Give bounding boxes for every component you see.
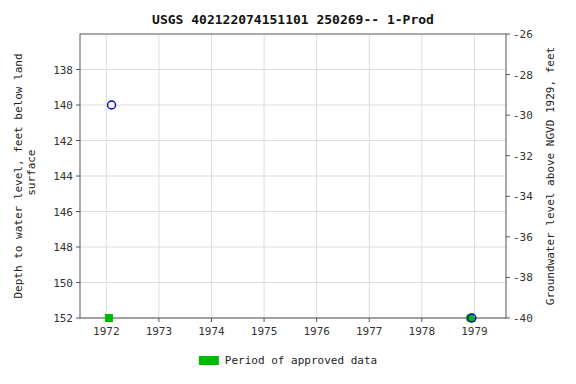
y-tick-label: 150 (53, 277, 73, 290)
y-grid-line (80, 140, 506, 141)
x-tick (264, 318, 265, 322)
x-tick-label: 1978 (409, 325, 436, 338)
points (105, 101, 475, 322)
y2-tick (506, 34, 510, 35)
y-tick (76, 211, 80, 212)
x-tick (369, 318, 370, 322)
y-tick (76, 282, 80, 283)
axes: 1972 1973 1974 1975 1976 1977 1978 1979 138 140 14… (53, 28, 533, 338)
title: USGS 402122074151101 250269-- 1-Prod (152, 12, 434, 27)
y-tick-label: 138 (53, 64, 73, 77)
y-tick-label: 146 (53, 206, 73, 219)
x-tick (316, 318, 317, 322)
x-tick (211, 318, 212, 322)
x-tick-label: 1973 (146, 325, 173, 338)
y-tick-label: 148 (53, 241, 73, 254)
y2-tick-label: -34 (513, 190, 533, 203)
y-tick-label: 142 (53, 135, 73, 148)
y2-tick (506, 318, 510, 319)
chart: 1972 1973 1974 1975 1976 1977 1978 1979 138 140 14… (0, 0, 576, 384)
x-tick (421, 318, 422, 322)
y-tick (76, 69, 80, 70)
y-tick-label: 140 (53, 99, 73, 112)
y2-tick-label: -36 (513, 231, 533, 244)
y2-tick-label: -28 (513, 69, 533, 82)
y2-tick (506, 236, 510, 237)
y-grid-line (80, 105, 506, 106)
x-tick-label: 1976 (303, 325, 330, 338)
y-grid-line (80, 69, 506, 70)
y2-tick-label: -38 (513, 271, 533, 284)
y-tick (76, 176, 80, 177)
y2-tick (506, 74, 510, 75)
y-tick (76, 140, 80, 141)
y2-tick (506, 115, 510, 116)
point (108, 101, 116, 109)
x-tick-label: 1974 (198, 325, 225, 338)
y-tick (76, 318, 80, 319)
y2-tick (506, 277, 510, 278)
y-grid-line (80, 247, 506, 248)
point (105, 315, 112, 322)
plot-frame (80, 34, 506, 318)
y-grid-line (80, 211, 506, 212)
y-grid-line (80, 176, 506, 177)
y2-tick-label: -40 (513, 312, 533, 325)
y2-tick-label: -32 (513, 150, 533, 163)
legend-swatch (199, 356, 219, 365)
x-tick-label: 1979 (461, 325, 488, 338)
y-tick-label: 144 (53, 170, 73, 183)
legend-label: Period of approved data (225, 354, 377, 367)
y2-tick-label: -26 (513, 28, 533, 41)
y2-tick (506, 196, 510, 197)
x-tick-label: 1972 (93, 325, 120, 338)
y-tick (76, 247, 80, 248)
grid (80, 34, 506, 318)
y2-axis-label: Groundwater level above NGVD 1929, feet (544, 47, 557, 305)
y2-tick-label: -30 (513, 109, 533, 122)
y-tick-label: 152 (53, 312, 73, 325)
legend: Period of approved data (199, 354, 377, 367)
y2-tick (506, 155, 510, 156)
y-tick (76, 105, 80, 106)
y-axis-label: Depth to water level, feet below land su… (12, 53, 38, 298)
point (468, 314, 476, 322)
x-tick (158, 318, 159, 322)
x-tick-label: 1975 (251, 325, 278, 338)
x-tick-label: 1977 (356, 325, 383, 338)
y-grid-line (80, 282, 506, 283)
